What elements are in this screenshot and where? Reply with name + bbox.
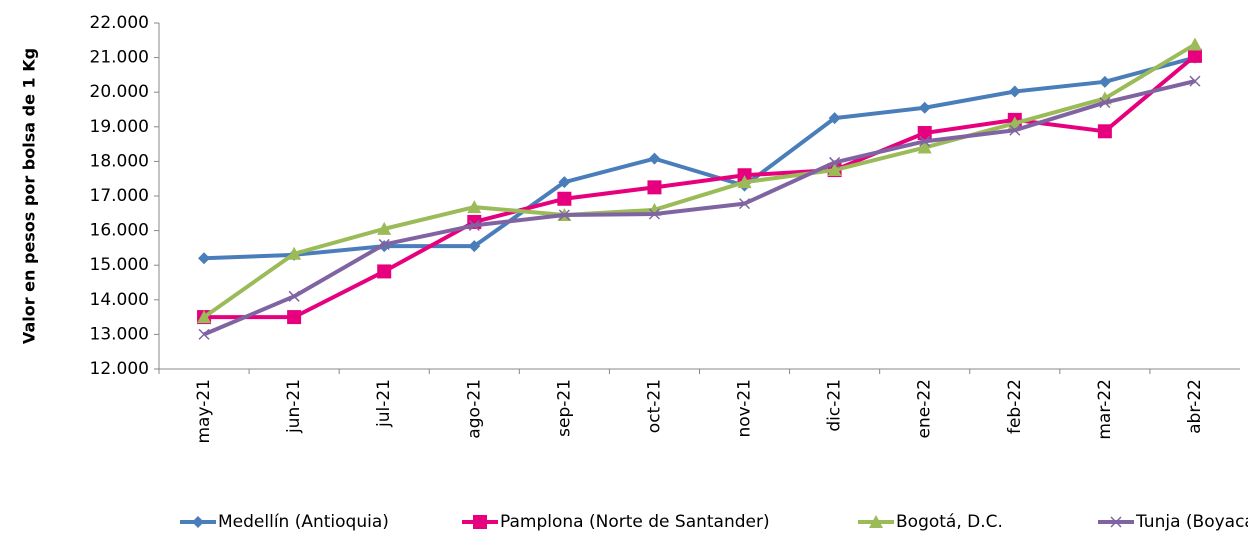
- marker: [377, 221, 392, 235]
- y-tick-label: 19.000: [90, 117, 149, 137]
- legend-label: Medellín (Antioquia): [218, 512, 389, 532]
- marker: [558, 176, 571, 189]
- marker: [648, 152, 661, 165]
- marker: [198, 328, 210, 340]
- y-tick-label: 17.000: [90, 186, 149, 206]
- y-tick-label: 22.000: [90, 13, 149, 33]
- marker: [1189, 75, 1201, 87]
- y-tick-label: 14.000: [90, 290, 149, 310]
- marker: [827, 163, 842, 177]
- x-tick-label: feb-22: [1005, 379, 1025, 434]
- x-tick-label: ago-21: [464, 379, 484, 439]
- x-tick-label: nov-21: [735, 379, 755, 438]
- series-line: [204, 54, 1197, 320]
- y-axis-label: Valor en pesos por bolsa de 1 Kg: [20, 48, 39, 344]
- series-line: [203, 79, 1196, 337]
- y-tick-label: 15.000: [90, 255, 149, 275]
- series-line: [203, 55, 1196, 261]
- marker: [558, 209, 570, 221]
- y-tick-label: 16.000: [90, 221, 149, 241]
- marker: [378, 238, 390, 250]
- marker: [557, 191, 572, 206]
- marker: [473, 515, 487, 529]
- legend-label: Bogotá, D.C.: [896, 512, 1003, 532]
- series-line: [202, 42, 1196, 319]
- legend-label: Pamplona (Norte de Santander): [500, 512, 770, 532]
- marker: [828, 112, 841, 125]
- marker: [869, 515, 883, 528]
- y-tick-label: 20.000: [90, 82, 149, 102]
- y-tick-label: 21.000: [90, 48, 149, 68]
- marker: [737, 175, 752, 189]
- x-tick-label: mar-22: [1095, 379, 1115, 440]
- marker: [1008, 85, 1021, 98]
- marker: [467, 200, 482, 214]
- marker: [288, 290, 300, 302]
- x-tick-label: jun-21: [284, 379, 304, 434]
- marker: [192, 516, 204, 528]
- x-tick-label: sep-21: [554, 379, 574, 437]
- legend-item: Medellín (Antioquia): [180, 512, 389, 532]
- legend-item: Bogotá, D.C.: [858, 512, 1003, 532]
- marker: [198, 252, 211, 265]
- marker: [829, 156, 841, 168]
- y-tick-label: 12.000: [90, 359, 149, 379]
- marker: [287, 310, 302, 325]
- marker: [918, 101, 931, 114]
- x-tick-label: jul-21: [374, 379, 394, 428]
- y-tick-label: 18.000: [90, 151, 149, 171]
- marker: [1098, 75, 1111, 88]
- marker: [917, 126, 932, 141]
- legend-item: Tunja (Boyacá): [1098, 512, 1248, 532]
- x-tick-label: dic-21: [825, 379, 845, 432]
- legend-label: Tunja (Boyacá): [1135, 512, 1248, 532]
- legend-item: Pamplona (Norte de Santander): [462, 512, 770, 532]
- marker: [1187, 37, 1202, 51]
- x-tick-label: may-21: [194, 379, 214, 444]
- marker: [917, 140, 932, 154]
- marker: [1097, 124, 1112, 139]
- marker: [919, 135, 931, 147]
- x-tick-label: ene-22: [915, 379, 935, 438]
- marker: [1110, 516, 1122, 528]
- marker: [1187, 48, 1202, 63]
- marker: [197, 310, 212, 324]
- marker: [1009, 124, 1021, 136]
- marker: [377, 264, 392, 279]
- x-tick-label: abr-22: [1185, 379, 1205, 434]
- marker: [647, 180, 662, 195]
- marker: [648, 208, 660, 220]
- marker: [468, 240, 481, 253]
- marker: [739, 198, 751, 210]
- marker: [468, 219, 480, 231]
- marker: [287, 246, 302, 260]
- x-tick-label: oct-21: [644, 379, 664, 433]
- y-tick-label: 13.000: [90, 324, 149, 344]
- marker: [1099, 97, 1111, 109]
